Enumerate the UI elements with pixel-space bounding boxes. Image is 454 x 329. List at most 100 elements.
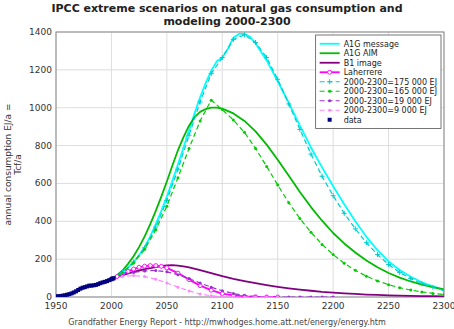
grid bbox=[56, 32, 444, 297]
plot-frame bbox=[56, 32, 444, 297]
series bbox=[110, 269, 335, 297]
marker-dot bbox=[210, 294, 213, 297]
title: IPCC extreme scenarios on natural gas co… bbox=[51, 2, 402, 28]
marker-dot bbox=[276, 296, 279, 298]
legend-label: B1 image bbox=[344, 59, 382, 68]
title-line: modeling 2000-2300 bbox=[163, 15, 291, 28]
marker-square bbox=[112, 276, 116, 280]
grid-line-x bbox=[111, 32, 112, 297]
marker-plus bbox=[242, 32, 247, 37]
marker-plus bbox=[442, 288, 445, 293]
marker-plus bbox=[342, 211, 347, 216]
marker-dot bbox=[232, 296, 235, 298]
x-tick-label: 2150 bbox=[266, 301, 289, 311]
chart: 1950200020502100215022002250230002004006… bbox=[0, 0, 454, 329]
marker-plus bbox=[375, 252, 380, 257]
legend-marker bbox=[328, 70, 332, 74]
marker-dot bbox=[431, 292, 434, 295]
legend-label: A1G AIM bbox=[344, 49, 378, 58]
marker-circle bbox=[165, 266, 169, 270]
series-line bbox=[111, 34, 444, 290]
marker-plus bbox=[286, 101, 291, 106]
marker-dot bbox=[265, 165, 268, 168]
marker-plus bbox=[220, 55, 225, 60]
marker-dot bbox=[287, 201, 290, 204]
marker-dot bbox=[332, 296, 335, 298]
series bbox=[109, 264, 279, 297]
marker-dot bbox=[343, 262, 346, 265]
marker-plus bbox=[408, 276, 413, 281]
marker-dot bbox=[165, 270, 168, 273]
marker-dot bbox=[210, 286, 213, 289]
y-tick-label: 1000 bbox=[29, 103, 52, 113]
marker-dot bbox=[121, 275, 124, 278]
grid-line-y bbox=[56, 145, 444, 146]
marker-circle bbox=[265, 295, 269, 297]
marker-plus bbox=[198, 100, 203, 105]
marker-dot bbox=[154, 269, 157, 272]
series-line bbox=[111, 276, 277, 297]
marker-plus bbox=[331, 193, 336, 198]
legend-swatch bbox=[320, 110, 340, 111]
marker-dot bbox=[298, 296, 301, 298]
marker-plus bbox=[364, 240, 369, 245]
y-tick-label: 1400 bbox=[29, 27, 52, 37]
marker-dot bbox=[254, 147, 257, 150]
marker-dot bbox=[188, 147, 191, 150]
marker-dot bbox=[309, 231, 312, 234]
marker-dot bbox=[143, 269, 146, 272]
series-line bbox=[111, 100, 444, 294]
marker-dot bbox=[398, 286, 401, 289]
marker-dot bbox=[176, 273, 179, 276]
marker-circle bbox=[154, 264, 158, 268]
marker-dot bbox=[420, 290, 423, 293]
series-line bbox=[111, 266, 277, 297]
legend-label: 2000-2300=175 000 EJ bbox=[344, 78, 437, 87]
marker-plus bbox=[419, 281, 424, 286]
marker-dot bbox=[254, 296, 257, 298]
marker-plus bbox=[253, 40, 258, 45]
marker-dot bbox=[188, 289, 191, 292]
legend-swatch bbox=[320, 100, 340, 101]
marker-dot bbox=[232, 292, 235, 295]
marker-circle bbox=[159, 264, 163, 268]
marker-plus bbox=[397, 270, 402, 275]
grid-line-x bbox=[166, 32, 167, 297]
marker-dot bbox=[276, 296, 279, 298]
marker-dot bbox=[143, 275, 146, 278]
marker-dot bbox=[409, 288, 412, 291]
marker-plus bbox=[231, 37, 236, 42]
marker-dot bbox=[176, 286, 179, 289]
series-line bbox=[111, 265, 444, 296]
x-tick-label: 2100 bbox=[211, 301, 234, 311]
marker-dot bbox=[132, 274, 135, 277]
marker-dot bbox=[221, 295, 224, 297]
legend-swatch bbox=[320, 62, 340, 64]
marker-dot bbox=[321, 296, 324, 298]
marker-plus bbox=[275, 77, 280, 82]
data-layer bbox=[56, 32, 444, 297]
legend-box bbox=[316, 35, 441, 129]
marker-dot bbox=[254, 295, 257, 297]
marker-dot bbox=[376, 279, 379, 282]
series-line bbox=[111, 35, 444, 291]
marker-dot bbox=[165, 281, 168, 284]
marker-dot bbox=[199, 281, 202, 284]
y-tick-label: 1200 bbox=[29, 65, 52, 75]
legend-label: A1G message bbox=[344, 40, 399, 49]
marker-dot bbox=[176, 176, 179, 179]
marker-dot bbox=[199, 119, 202, 122]
marker-dot bbox=[321, 243, 324, 246]
series bbox=[109, 32, 444, 293]
series bbox=[111, 265, 444, 296]
series-line bbox=[111, 108, 444, 290]
legend-label: Laherrere bbox=[344, 68, 383, 77]
legend-swatch bbox=[320, 52, 340, 54]
marker-dot bbox=[199, 292, 202, 295]
marker-circle bbox=[132, 267, 136, 271]
marker-plus bbox=[297, 127, 302, 132]
legend-label: data bbox=[344, 116, 362, 125]
marker-dot bbox=[265, 295, 268, 297]
marker-dot bbox=[365, 275, 368, 278]
x-tick-label: 2050 bbox=[155, 301, 178, 311]
